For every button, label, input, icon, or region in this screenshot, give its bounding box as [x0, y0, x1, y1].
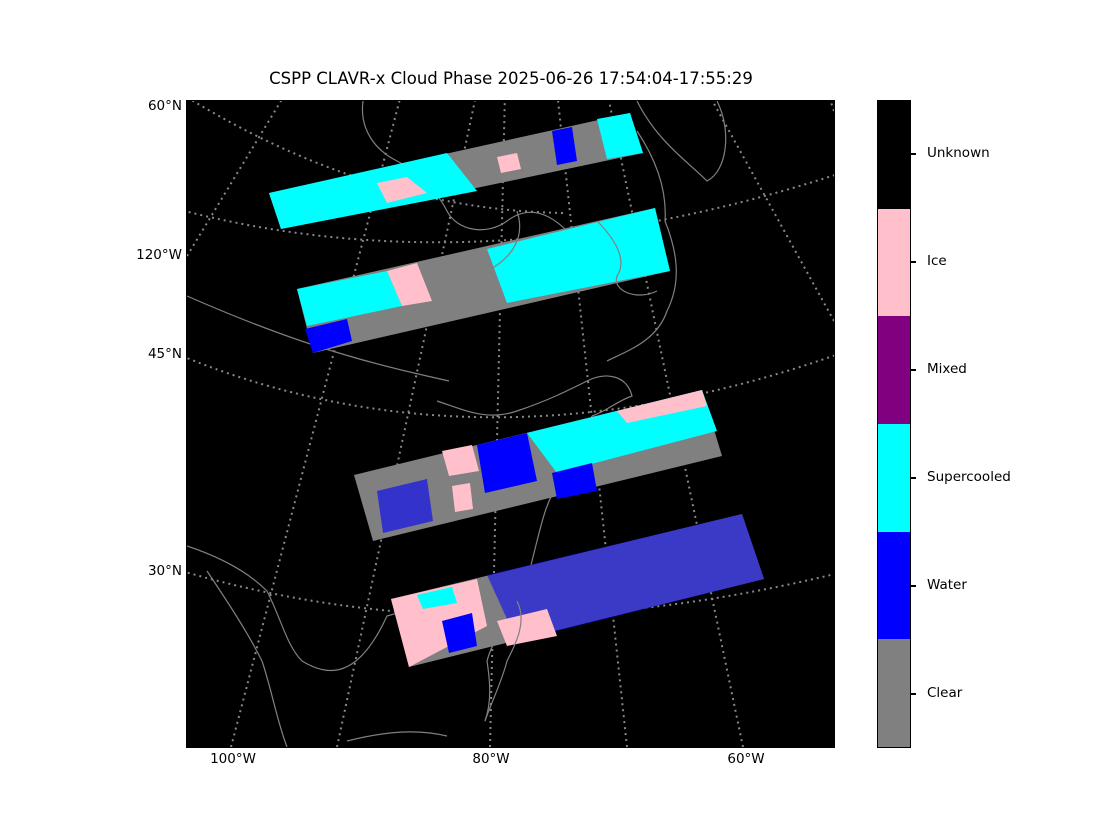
swath-4-water: [487, 514, 764, 641]
colorbar-tick: [910, 153, 916, 155]
colorbar-segment-mixed: [878, 316, 910, 425]
swath-2-ice: [387, 263, 432, 306]
colorbar-label-supercooled: Supercooled: [927, 469, 1011, 485]
greenland-coast: [636, 101, 727, 182]
colorbar-tick: [910, 369, 916, 371]
colorbar-segment-ice: [878, 208, 910, 317]
colorbar-tick: [910, 477, 916, 479]
caribbean: [346, 731, 448, 742]
meridian-90w: [336, 101, 476, 747]
swath-4-ice: [391, 579, 487, 667]
map-svg: [187, 101, 834, 747]
meridian-60w: [608, 101, 744, 747]
swath-2-supercooled: [487, 208, 670, 303]
swath-1: [269, 113, 643, 229]
meridian-120w: [187, 101, 283, 257]
mexico-coast: [206, 570, 288, 747]
swath-2-supercooled-2: [297, 271, 402, 326]
lat-label-60n: 60°N: [147, 98, 182, 114]
hudson-bay: [361, 101, 568, 232]
swath-3-water-2: [552, 463, 597, 499]
colorbar-label-clear: Clear: [927, 685, 963, 701]
swath-2: [297, 208, 670, 353]
colorbar-label-unknown: Unknown: [927, 145, 990, 161]
lat-label-45n: 45°N: [147, 346, 182, 362]
swath-3: [354, 390, 722, 541]
meridian-70w: [557, 101, 628, 747]
colorbar-tick: [910, 261, 916, 263]
colorbar-segment-supercooled: [878, 424, 910, 532]
colorbar-tick: [910, 693, 916, 695]
parallel-60n: [191, 101, 568, 214]
lon-label-60w: 60°W: [727, 751, 765, 767]
swath-2-water: [305, 319, 352, 353]
swath-3-ice-2: [442, 445, 479, 476]
coastlines-overlay: [477, 210, 658, 722]
swath-1-supercooled-2: [597, 113, 643, 159]
colorbar-segment-unknown: [878, 101, 910, 209]
lat-label-120w: 120°W: [136, 247, 182, 263]
swath-4: [391, 514, 764, 667]
meridian-80w: [489, 101, 506, 747]
chart-title: CSPP CLAVR-x Cloud Phase 2025-06-26 17:5…: [269, 69, 753, 88]
lat-label-30n: 30°N: [147, 563, 182, 579]
swath-1-ice-2: [497, 153, 521, 173]
colorbar-segment-clear: [878, 639, 910, 748]
swath-4-water-2: [442, 613, 477, 653]
swath-3-ice-3: [452, 483, 473, 512]
colorbar-label-ice: Ice: [927, 253, 947, 269]
colorbar-segment-water: [878, 531, 910, 640]
meridian-50w: [711, 101, 834, 322]
colorbar-label-mixed: Mixed: [927, 361, 967, 377]
parallel-45n: [187, 354, 834, 419]
great-lakes: [436, 375, 633, 417]
swath-3-water: [477, 433, 537, 493]
swath-4-ice-2: [497, 609, 557, 646]
parallel-50n: [187, 174, 834, 244]
swath-1-ice: [377, 177, 427, 203]
swath-3-ice: [617, 390, 707, 423]
meridian-40w: [829, 101, 834, 112]
swath-3-water-3: [377, 479, 433, 533]
parallel-30n: [187, 571, 834, 617]
swath-1-water: [552, 127, 577, 165]
swath-4-supercooled: [417, 587, 457, 609]
swath-1-supercooled: [269, 153, 477, 229]
map-panel: [186, 100, 835, 748]
lon-label-100w: 100°W: [210, 751, 256, 767]
colorbar-tick: [910, 585, 916, 587]
labrador-coast: [606, 130, 677, 362]
lon-label-80w: 80°W: [472, 751, 510, 767]
colorbar: [877, 100, 911, 748]
swaths: [269, 113, 764, 667]
colorbar-label-water: Water: [927, 577, 967, 593]
